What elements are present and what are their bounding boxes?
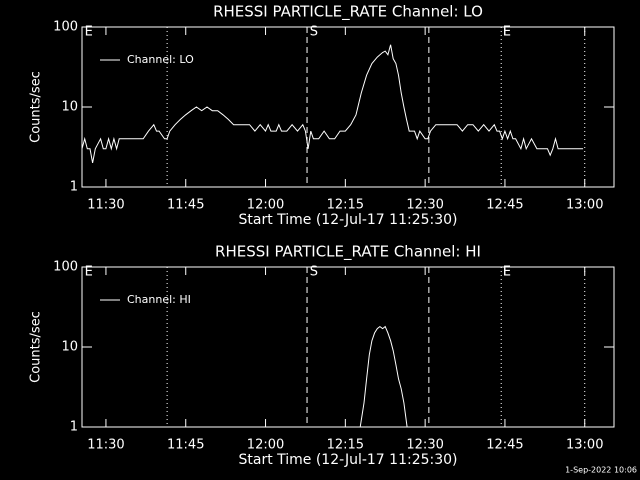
plot-frame <box>81 266 615 428</box>
y-tick-label: 1 <box>70 180 78 195</box>
x-tick-label: 11:30 <box>87 198 124 213</box>
x-tick-label: 12:45 <box>486 198 523 213</box>
chart-title: RHESSI PARTICLE_RATE Channel: HI <box>215 243 481 262</box>
annotation: S <box>310 25 318 40</box>
x-tick-label: 11:45 <box>167 438 204 453</box>
x-axis-label: Start Time (12-Jul-17 11:25:30) <box>238 452 457 468</box>
x-tick-label: 13:00 <box>566 438 603 453</box>
y-axis-label: Counts/sec <box>29 311 44 383</box>
chart-title: RHESSI PARTICLE_RATE Channel: LO <box>213 3 483 22</box>
footer: 1-Sep-2022 10:06 <box>565 466 637 475</box>
annotation: S <box>310 265 318 280</box>
x-tick-label: 12:30 <box>406 198 443 213</box>
x-tick-label: 12:00 <box>247 438 284 453</box>
x-tick-label: 12:45 <box>486 438 523 453</box>
y-tick-label: 100 <box>53 260 78 275</box>
x-axis-label: Start Time (12-Jul-17 11:25:30) <box>238 212 457 228</box>
y-tick-label: 10 <box>61 340 78 355</box>
y-tick-label: 10 <box>61 100 78 115</box>
legend-label: Channel: LO <box>127 53 194 66</box>
x-tick-label: 12:15 <box>327 198 364 213</box>
legend-label: Channel: HI <box>127 293 191 306</box>
x-tick-label: 11:30 <box>87 438 124 453</box>
x-tick-label: 12:00 <box>247 198 284 213</box>
annotation: E <box>503 265 511 280</box>
data-line <box>81 44 584 163</box>
y-axis-label: Counts/sec <box>29 71 44 143</box>
y-tick-label: 100 <box>53 20 78 35</box>
y-tick-label: 1 <box>70 420 78 435</box>
x-tick-label: 12:30 <box>406 438 443 453</box>
annotation: E <box>85 265 93 280</box>
annotation: E <box>503 25 511 40</box>
annotation: E <box>85 25 93 40</box>
x-tick-label: 12:15 <box>327 438 364 453</box>
x-tick-label: 11:45 <box>167 198 204 213</box>
data-line <box>359 325 408 428</box>
x-tick-label: 13:00 <box>566 198 603 213</box>
plot-frame <box>81 26 615 188</box>
